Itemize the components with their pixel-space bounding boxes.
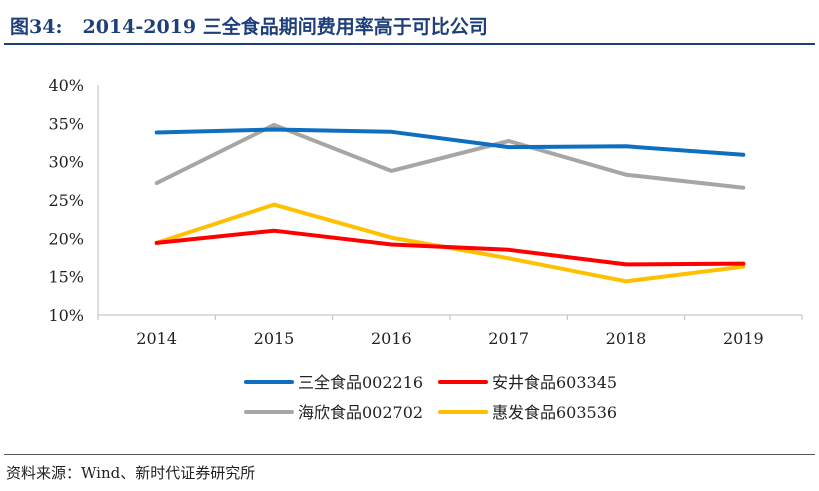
- series-line: [154, 228, 746, 267]
- x-tick-label: 2015: [254, 329, 295, 348]
- source-note: 资料来源：Wind、新时代证券研究所: [6, 464, 256, 482]
- legend-label: 安井食品603345: [492, 373, 617, 392]
- y-tick-label: 40%: [48, 76, 84, 95]
- y-tick-label: 10%: [48, 306, 84, 325]
- x-tick-label: 2016: [371, 329, 412, 348]
- x-tick-label: 2019: [723, 329, 764, 348]
- legend-label: 三全食品002216: [298, 373, 423, 392]
- figure-title-text: 2014-2019 三全食品期间费用率高于可比公司: [82, 16, 488, 38]
- x-tick-label: 2014: [136, 329, 177, 348]
- series-line: [154, 122, 746, 190]
- series-line: [154, 127, 746, 157]
- x-tick-label: 2018: [606, 329, 647, 348]
- x-tick-label: 2017: [488, 329, 529, 348]
- y-tick-label: 35%: [48, 114, 84, 133]
- line-chart: 10% 15% 20% 25% 30% 35% 40% 2014 2015 2016 2017 201…: [48, 76, 803, 422]
- y-tick-label: 15%: [48, 268, 84, 287]
- legend-label: 海欣食品002702: [298, 403, 423, 422]
- y-tick-label: 25%: [48, 191, 84, 210]
- y-tick-label: 30%: [48, 153, 84, 172]
- figure-header: 图34: 2014-2019 三全食品期间费用率高于可比公司: [0, 0, 819, 45]
- series-line: [154, 202, 746, 284]
- title-divider: [4, 43, 815, 45]
- y-tick-label: 20%: [48, 229, 84, 248]
- legend-label: 惠发食品603536: [492, 403, 617, 422]
- figure-label: 图34:: [10, 16, 63, 38]
- figure-title: 图34: 2014-2019 三全食品期间费用率高于可比公司: [10, 12, 488, 39]
- source-divider: [4, 454, 815, 455]
